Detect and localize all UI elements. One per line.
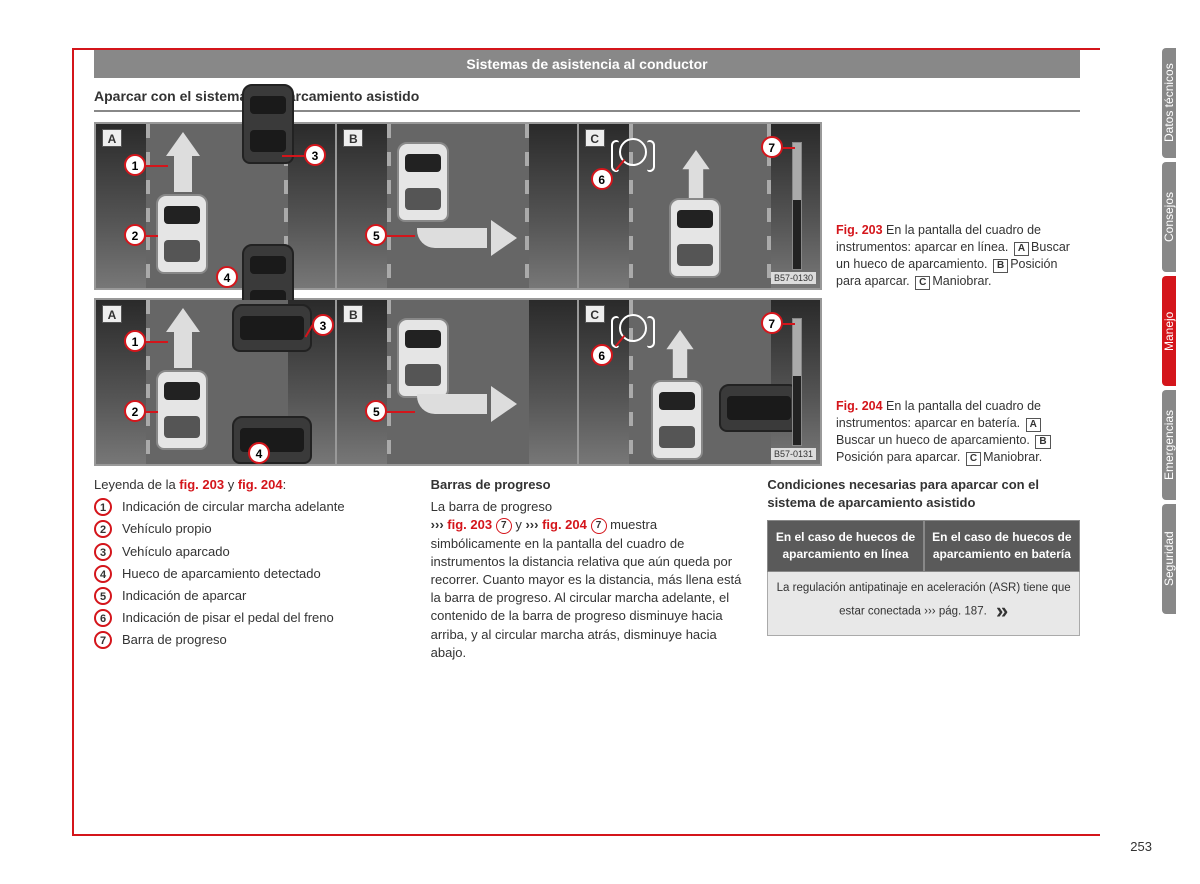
progress-column: Barras de progreso La barra de progreso …: [431, 476, 744, 662]
callout-7: 7: [761, 136, 783, 158]
image-number: B57-0131: [771, 448, 816, 460]
panel-label: A: [102, 129, 122, 147]
fig-label: Fig. 204: [836, 399, 883, 413]
callout-2: 2: [124, 400, 146, 422]
callout-3: 3: [312, 314, 334, 336]
legend-text: Hueco de aparcamiento detectado: [122, 565, 321, 583]
panel-label: B: [343, 129, 363, 147]
side-tab[interactable]: Datos técnicos: [1162, 48, 1176, 158]
progress-body: La barra de progreso ››› fig. 203 7 y ››…: [431, 498, 744, 662]
progress-bar-icon: [792, 142, 802, 270]
continue-icon: »: [996, 596, 1008, 627]
legend-num: 3: [94, 543, 112, 561]
legend-text: Indicación de circular marcha adelante: [122, 498, 345, 516]
forward-arrow-icon: [166, 308, 200, 368]
panel-label: C: [585, 305, 605, 323]
panel-204-a: A 1 2 3 4: [96, 300, 337, 464]
side-tab[interactable]: Manejo: [1162, 276, 1176, 386]
legend-num: 6: [94, 609, 112, 627]
parked-car-icon: [242, 84, 294, 164]
callout-3: 3: [304, 144, 326, 166]
legend-text: Vehículo aparcado: [122, 543, 230, 561]
legend-item: 7 Barra de progreso: [94, 631, 407, 649]
callout-4: 4: [248, 442, 270, 464]
text-columns: Leyenda de la fig. 203 y fig. 204: 1 Indi…: [94, 476, 1080, 662]
own-car-icon: [669, 198, 721, 278]
park-arrow-icon: [407, 368, 517, 448]
section-header: Sistemas de asistencia al conductor: [94, 50, 1080, 78]
panel-label: A: [102, 305, 122, 323]
cond-row: La regulación antipatinaje en aceleració…: [767, 572, 1080, 636]
callout-6: 6: [591, 168, 613, 190]
side-tab[interactable]: Emergencias: [1162, 390, 1176, 500]
callout-6: 6: [591, 344, 613, 366]
conditions-column: Condiciones necesarias para aparcar con …: [767, 476, 1080, 662]
callout-7: 7: [761, 312, 783, 334]
panel-203-b: B 5: [337, 124, 578, 288]
legend-num: 7: [94, 631, 112, 649]
legend-item: 5 Indicación de aparcar: [94, 587, 407, 605]
parked-car-icon: [232, 304, 312, 352]
legend-item: 4 Hueco de aparcamiento detectado: [94, 565, 407, 583]
side-tab[interactable]: Seguridad: [1162, 504, 1176, 614]
panel-203-a: A 1 2 3 4: [96, 124, 337, 288]
figure-204: A 1 2 3 4 B: [94, 298, 1080, 466]
panel-204-c: C 6 7 B57-0131: [579, 300, 820, 464]
image-number: B57-0130: [771, 272, 816, 284]
cond-head-1: En el caso de huecos de aparcamiento en …: [767, 520, 923, 572]
legend-intro: Leyenda de la fig. 203 y fig. 204:: [94, 476, 407, 494]
legend-num: 5: [94, 587, 112, 605]
caption-204: Fig. 204 En la pantalla del cuadro de in…: [822, 298, 1072, 466]
legend-item: 2 Vehículo propio: [94, 520, 407, 538]
page-number: 253: [1130, 839, 1152, 854]
legend-item: 1 Indicación de circular marcha adelante: [94, 498, 407, 516]
progress-title: Barras de progreso: [431, 476, 744, 494]
panel-203-c: C 6 7 B57-0130: [579, 124, 820, 288]
callout-1: 1: [124, 154, 146, 176]
callout-5: 5: [365, 400, 387, 422]
callout-2: 2: [124, 224, 146, 246]
parked-car-icon: [719, 384, 799, 432]
page-frame: Sistemas de asistencia al conductor Apar…: [72, 48, 1100, 836]
callout-1: 1: [124, 330, 146, 352]
page-content: Aparcar con el sistema de aparcamiento a…: [74, 78, 1100, 676]
side-tab[interactable]: Consejos: [1162, 162, 1176, 272]
panel-label: B: [343, 305, 363, 323]
legend-num: 2: [94, 520, 112, 538]
legend-num: 4: [94, 565, 112, 583]
legend-item: 3 Vehículo aparcado: [94, 543, 407, 561]
legend-num: 1: [94, 498, 112, 516]
figure-203-panels: A 1 2 3 4 B: [94, 122, 822, 290]
own-car-icon: [156, 194, 208, 274]
own-car-icon: [651, 380, 703, 460]
figure-204-panels: A 1 2 3 4 B: [94, 298, 822, 466]
parked-car-icon: [232, 416, 312, 464]
conditions-title: Condiciones necesarias para aparcar con …: [767, 476, 1080, 512]
legend-text: Indicación de pisar el pedal del freno: [122, 609, 334, 627]
conditions-table: En el caso de huecos de aparcamiento en …: [767, 520, 1080, 635]
legend-text: Vehículo propio: [122, 520, 212, 538]
side-tabs: Datos técnicos Consejos Manejo Emergencias S…: [1162, 48, 1200, 618]
panel-label: C: [585, 129, 605, 147]
cond-head-2: En el caso de huecos de aparcamiento en …: [924, 520, 1080, 572]
callout-4: 4: [216, 266, 238, 288]
forward-arrow-icon: [682, 150, 709, 198]
legend-column: Leyenda de la fig. 203 y fig. 204: 1 Indi…: [94, 476, 407, 662]
park-arrow-icon: [407, 202, 517, 282]
fig-label: Fig. 203: [836, 223, 883, 237]
legend-text: Indicación de aparcar: [122, 587, 246, 605]
figure-203: A 1 2 3 4 B: [94, 122, 1080, 290]
forward-arrow-icon: [666, 330, 693, 378]
panel-204-b: B 5: [337, 300, 578, 464]
progress-bar-icon: [792, 318, 802, 446]
legend-item: 6 Indicación de pisar el pedal del freno: [94, 609, 407, 627]
own-car-icon: [156, 370, 208, 450]
caption-203: Fig. 203 En la pantalla del cuadro de in…: [822, 122, 1072, 290]
callout-5: 5: [365, 224, 387, 246]
forward-arrow-icon: [166, 132, 200, 192]
legend-text: Barra de progreso: [122, 631, 227, 649]
